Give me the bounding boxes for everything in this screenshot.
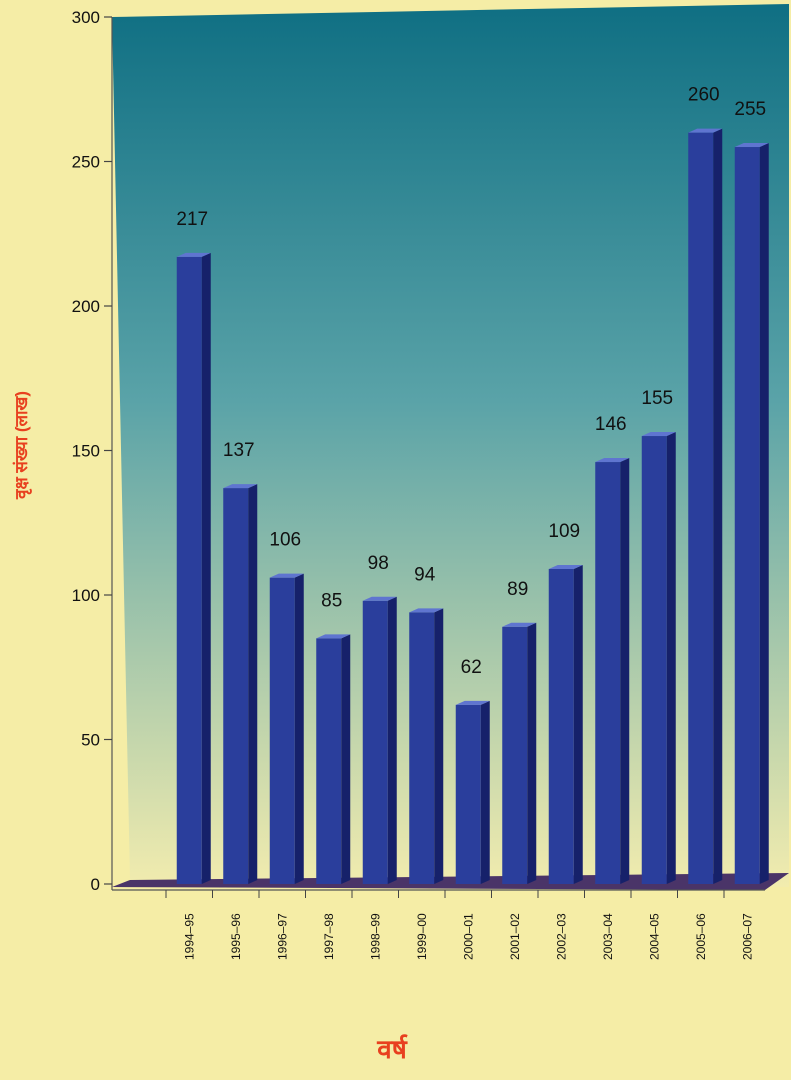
data-label: 155 [641, 388, 673, 409]
bar-top [595, 458, 630, 463]
x-tick-label: 2006–07 [740, 913, 754, 960]
bar-top [502, 622, 537, 627]
bar-top [223, 484, 258, 489]
bar-top [269, 573, 304, 578]
bar-side [434, 608, 444, 884]
bar-side [527, 622, 537, 884]
bar-top [455, 700, 490, 705]
data-label: 217 [176, 209, 208, 230]
bar-top [641, 432, 676, 437]
data-label: 85 [321, 590, 342, 611]
x-tick-label: 1996–97 [275, 913, 289, 960]
x-tick-label: 2004–05 [647, 913, 661, 960]
bar-side [480, 700, 490, 884]
y-tick-label: 250 [72, 153, 100, 172]
y-tick-label: 150 [72, 442, 100, 461]
bar-2002–03: 109 [548, 521, 583, 884]
bar-front [362, 600, 388, 884]
x-axis-ticks: 1994–95 1995–96 1996–97 1997–98 1998–99 1999–… [165, 890, 754, 960]
bar-2005–06: 260 [688, 85, 723, 885]
bar-front [176, 256, 202, 884]
y-tick-label: 300 [72, 8, 100, 27]
bar-2004–05: 155 [641, 388, 676, 884]
bar-1999–00: 94 [409, 564, 444, 884]
data-label: 94 [414, 564, 436, 585]
bar-side [248, 484, 258, 884]
bars-group: 217 137 106 85 98 94 62 89 109 146 155 260 255 [176, 85, 769, 885]
y-tick-label: 200 [72, 297, 100, 316]
x-tick-label: 1994–95 [182, 913, 196, 960]
bar-1997–98: 85 [316, 590, 351, 884]
x-tick-label: 2001–02 [508, 913, 522, 960]
y-tick-label: 100 [72, 586, 100, 605]
bar-2003–04: 146 [595, 414, 630, 884]
bar-front [734, 147, 760, 885]
bar-top [316, 634, 351, 639]
bar-side [573, 564, 583, 884]
bar-top [362, 596, 397, 601]
bar-side [387, 596, 397, 884]
y-tick-label: 0 [91, 875, 100, 894]
bar-side [201, 252, 211, 884]
x-tick-label: 1997–98 [322, 913, 336, 960]
x-tick-label: 1998–99 [368, 913, 382, 960]
plot-background [112, 4, 789, 887]
bar-front [223, 488, 249, 884]
bar-top [734, 143, 769, 148]
data-label: 62 [461, 657, 482, 678]
x-axis-label: वर्ष [376, 1034, 407, 1064]
bar-front [455, 704, 481, 884]
data-label: 89 [507, 579, 528, 600]
bar-front [595, 462, 621, 884]
data-label: 255 [734, 99, 766, 120]
bar-side [620, 458, 630, 884]
bar-front [409, 612, 435, 884]
bar-front [548, 568, 574, 884]
bar-2001–02: 89 [502, 579, 537, 884]
y-axis-label: वृक्ष संख्या (लाख) [12, 391, 32, 500]
data-label: 137 [223, 440, 255, 461]
bar-front [641, 436, 667, 884]
bar-side [666, 432, 676, 884]
bar-1998–99: 98 [362, 553, 397, 884]
x-tick-label: 2003–04 [601, 913, 615, 960]
bar-1996–97: 106 [269, 530, 304, 884]
bar-front [502, 626, 528, 884]
x-tick-label: 1999–00 [415, 913, 429, 960]
bar-side [294, 573, 304, 884]
data-label: 146 [595, 414, 627, 435]
bar-front [316, 638, 342, 884]
bar-top [548, 564, 583, 569]
bar-top [409, 608, 444, 613]
bar-side [341, 634, 351, 884]
bar-2000–01: 62 [455, 657, 490, 884]
bar-side [759, 143, 769, 885]
bar-1994–95: 217 [176, 209, 211, 884]
bar-top [688, 128, 723, 133]
y-tick-label: 50 [81, 731, 100, 750]
data-label: 109 [548, 521, 580, 542]
data-label: 106 [269, 530, 301, 551]
x-tick-label: 1995–96 [229, 913, 243, 960]
bar-top [176, 252, 211, 257]
bar-side [713, 128, 723, 885]
bar-front [688, 132, 714, 885]
x-tick-label: 2005–06 [694, 913, 708, 960]
x-tick-label: 2000–01 [461, 913, 475, 960]
bar-front [269, 577, 295, 884]
bar-2006–07: 255 [734, 99, 769, 885]
x-tick-label: 2002–03 [554, 913, 568, 960]
y-axis-ticks: 0 50 100 150 200 250 300 [72, 8, 112, 894]
data-label: 98 [368, 553, 389, 574]
data-label: 260 [688, 85, 720, 106]
bar-1995–96: 137 [223, 440, 258, 884]
